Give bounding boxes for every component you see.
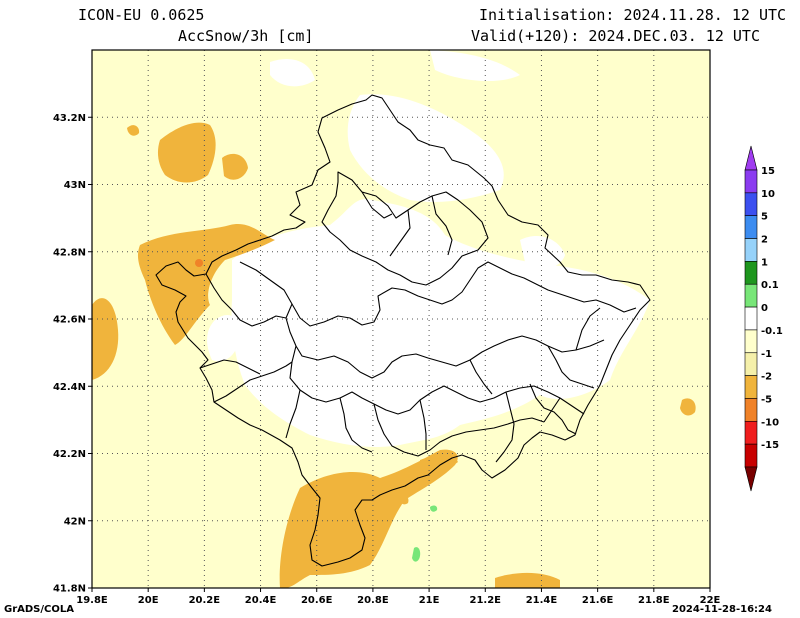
legend-label: -5 — [761, 394, 772, 405]
legend-label: -1 — [761, 349, 772, 360]
legend-label: 5 — [761, 212, 768, 223]
lat-tick-label: 41.8N — [53, 584, 86, 595]
inner-border-east — [469, 307, 601, 435]
legend-swatch — [744, 443, 758, 468]
legend-swatch — [744, 215, 758, 239]
legend-swatch — [744, 398, 758, 422]
legend-label: 10 — [761, 189, 775, 200]
lon-tick-label: 21E — [419, 595, 440, 606]
legend-swatch — [744, 329, 758, 354]
axis-ticks: 19.8E 20E 20.2E 20.4E 20.6E 20.8E 21E 21.2E 21.4… — [53, 113, 721, 606]
legend-swatch — [744, 238, 758, 262]
legend-arrow-top — [744, 145, 758, 171]
lon-tick-label: 21.6E — [582, 595, 614, 606]
legend-swatch — [744, 261, 758, 285]
footer-right: 2024-11-28-16:24 — [672, 604, 772, 615]
lon-tick-label: 21.4E — [526, 595, 558, 606]
legend-label: 1 — [761, 257, 768, 268]
lon-tick-label: 21.8E — [638, 595, 670, 606]
legend-swatch — [744, 352, 758, 376]
lon-tick-label: 19.8E — [76, 595, 108, 606]
outer-border — [155, 94, 651, 567]
orange-field — [92, 122, 696, 588]
lat-tick-label: 42.8N — [53, 247, 86, 258]
inner-border-north — [321, 171, 489, 286]
legend-label: -0.1 — [761, 326, 783, 337]
inner-border-west — [199, 273, 293, 403]
snow-field — [92, 50, 710, 588]
lat-tick-label: 42N — [64, 516, 86, 527]
legend-label: -15 — [761, 440, 779, 451]
legend-swatch — [744, 421, 758, 445]
green-spots — [412, 505, 438, 562]
white-field — [207, 50, 650, 447]
lon-tick-label: 22E — [700, 595, 721, 606]
color-legend: 15 10 5 2 1 0.1 0 -0.1 -1 -2 -5 -10 -15 — [744, 145, 783, 492]
legend-label: 15 — [761, 166, 775, 177]
legend-label: -10 — [761, 417, 779, 428]
lon-tick-label: 21.2E — [470, 595, 502, 606]
legend-swatch — [744, 192, 758, 216]
footer-left: GrADS/COLA — [4, 604, 74, 615]
legend-label: 0 — [761, 303, 768, 314]
lat-tick-label: 43N — [64, 180, 86, 191]
lon-tick-label: 20.8E — [357, 595, 389, 606]
legend-label: -2 — [761, 372, 772, 383]
lon-tick-label: 20E — [138, 595, 159, 606]
variable-name: AccSnow/3h [cm] — [178, 27, 314, 45]
dark-orange-spot — [195, 259, 203, 267]
model-name: ICON-EU 0.0625 — [78, 6, 205, 24]
legend-label: 0.1 — [761, 280, 779, 291]
lat-tick-label: 42.4N — [53, 382, 86, 393]
legend-arrow-bottom — [744, 466, 758, 492]
valid-time: Valid(+120): 2024.DEC.03. 12 UTC — [471, 27, 760, 45]
lon-tick-label: 20.2E — [189, 595, 221, 606]
legend-swatch — [744, 306, 758, 331]
lon-tick-label: 20.6E — [301, 595, 333, 606]
init-time: Initialisation: 2024.11.28. 12 UTC — [479, 6, 787, 24]
lat-tick-label: 42.6N — [53, 315, 86, 326]
legend-swatch — [744, 169, 758, 194]
admin-borders — [155, 94, 651, 567]
inner-border-south — [285, 389, 561, 463]
legend-swatch — [744, 283, 758, 308]
legend-swatch — [744, 375, 758, 399]
lat-tick-label: 42.2N — [53, 449, 86, 460]
lat-tick-label: 43.2N — [53, 113, 86, 124]
legend-label: 2 — [761, 235, 768, 246]
lon-tick-label: 20.4E — [245, 595, 277, 606]
